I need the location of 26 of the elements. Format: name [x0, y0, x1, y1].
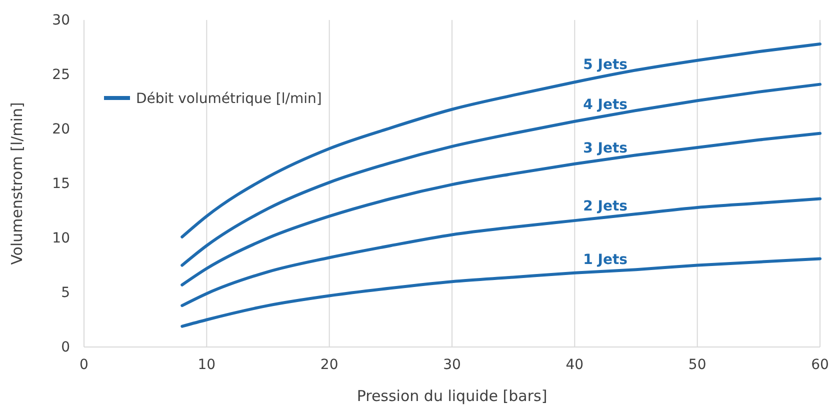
line-series	[180, 197, 822, 308]
x-tick-label: 50	[688, 356, 706, 373]
x-axis-title: Pression du liquide [bars]	[356, 387, 548, 405]
legend-title: Débit volumétrique [l/min]	[136, 91, 322, 107]
x-tick-label: 30	[443, 356, 461, 373]
y-tick-label: 30	[52, 12, 70, 28]
y-tick-label: 20	[52, 121, 70, 138]
x-tick-label: 60	[811, 356, 829, 373]
y-tick-label: 0	[61, 339, 70, 356]
y-tick-label: 5	[61, 284, 70, 301]
line-series	[180, 82, 822, 267]
x-tick-label: 0	[80, 356, 88, 373]
x-tick-label: 20	[320, 356, 338, 373]
x-tick-label: 10	[198, 356, 216, 373]
y-tick-label: 15	[52, 176, 70, 192]
series-label: 1 Jets	[583, 252, 628, 268]
y-axis-title: Volumenstrom [l/min]	[8, 102, 26, 265]
series-label: 2 Jets	[583, 198, 628, 214]
series-label: 4 Jets	[583, 96, 628, 113]
series-label: 3 Jets	[583, 140, 628, 157]
y-tick-label: 25	[52, 66, 70, 83]
line-series	[180, 42, 822, 238]
line-series	[180, 132, 822, 286]
y-tick-label: 10	[52, 230, 70, 246]
x-tick-label: 40	[566, 356, 584, 373]
series-label: 5 Jets	[583, 57, 628, 74]
